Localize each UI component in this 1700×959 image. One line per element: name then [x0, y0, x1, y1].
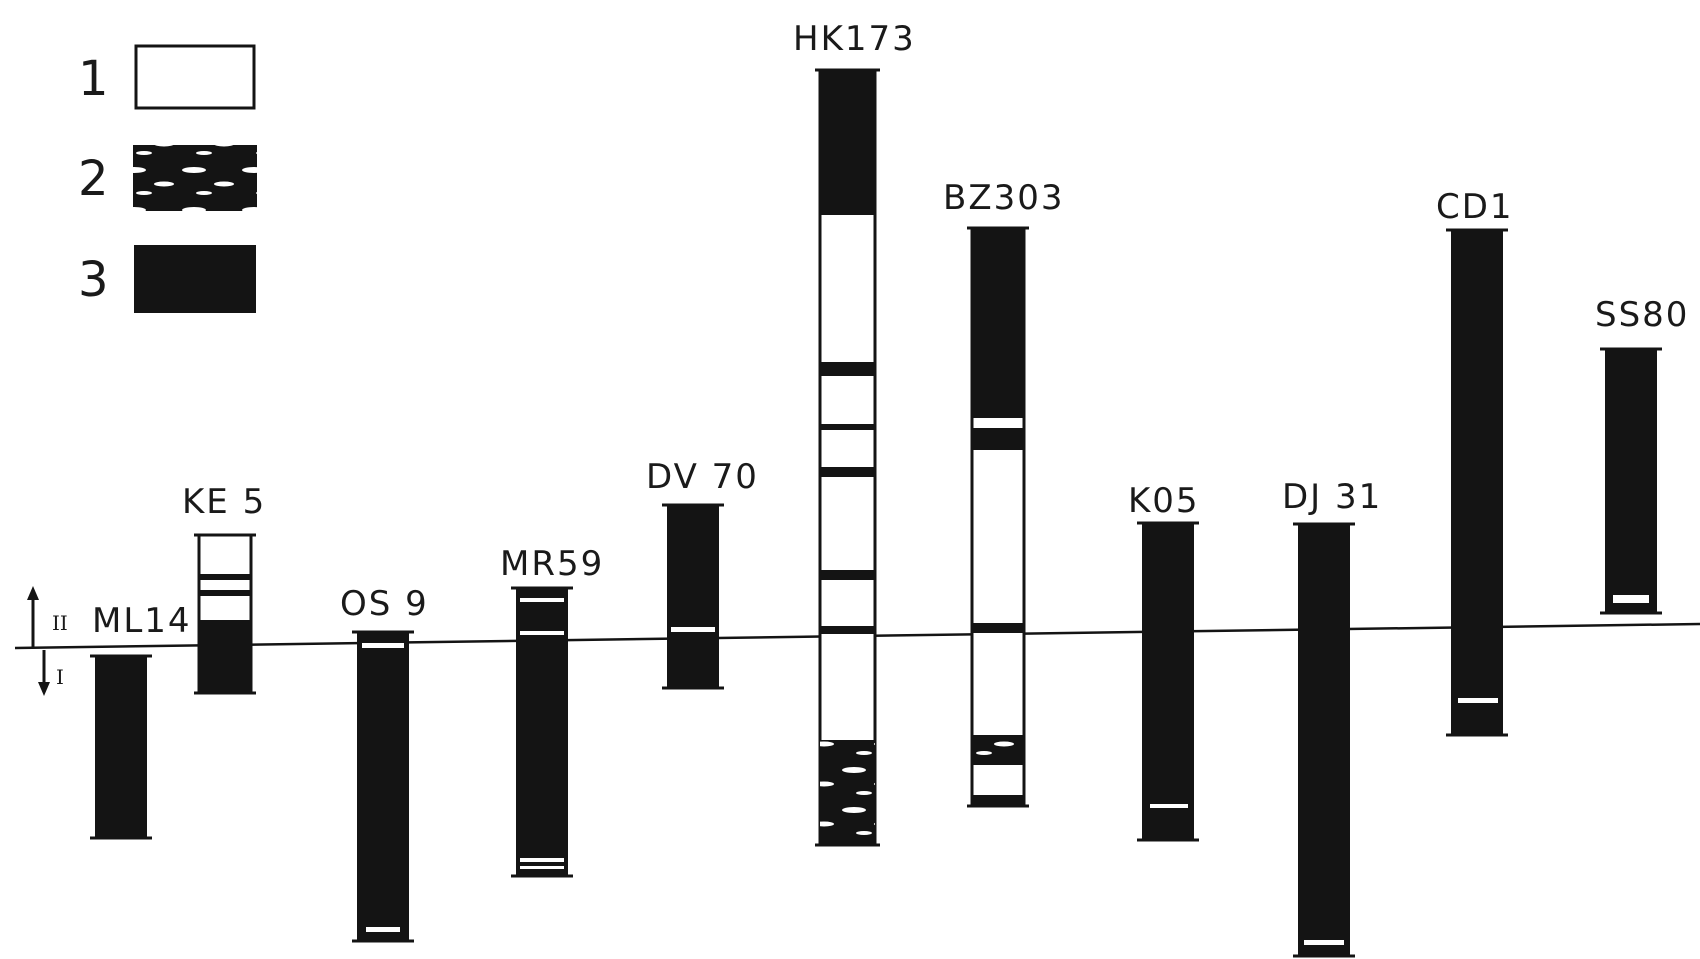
zone-label-lower: I	[56, 665, 64, 689]
core-band	[362, 643, 404, 648]
core-dj31: DJ 31	[1282, 477, 1382, 958]
legend-number: 3	[78, 252, 109, 308]
core-band	[366, 927, 400, 932]
core-bz303: BZ303	[943, 178, 1065, 808]
legend-swatch-black	[134, 245, 256, 313]
core-label: K05	[1128, 481, 1200, 521]
core-label: MR59	[500, 544, 604, 584]
legend: 1 2 3	[78, 44, 257, 313]
core-band	[820, 626, 875, 634]
core-dv70: DV 70	[646, 457, 759, 690]
core-hk173: HK173	[793, 19, 916, 847]
core-column	[1142, 523, 1194, 840]
core-layer-lenses	[820, 740, 875, 845]
core-ke5: KE 5	[182, 482, 266, 695]
core-label: OS 9	[340, 584, 429, 624]
core-mr59: MR59	[500, 544, 604, 878]
core-column	[1298, 524, 1350, 956]
down-arrow-icon	[38, 682, 50, 696]
core-label: BZ303	[943, 178, 1065, 218]
legend-item-1: 1	[78, 44, 256, 110]
core-band	[1304, 940, 1344, 945]
core-label: CD1	[1436, 187, 1514, 227]
legend-swatch-white	[134, 44, 256, 110]
legend-number: 1	[78, 51, 109, 107]
legend-swatch-lenses	[133, 145, 257, 211]
core-band	[820, 467, 875, 477]
core-os9: OS 9	[340, 584, 429, 943]
core-band	[820, 362, 875, 376]
core-label: HK173	[793, 19, 916, 59]
core-k05: K05	[1128, 481, 1200, 842]
core-band	[972, 428, 1024, 450]
core-band	[820, 424, 875, 430]
core-band	[199, 574, 251, 580]
core-label: DJ 31	[1282, 477, 1382, 517]
core-column	[1605, 349, 1657, 613]
core-layer-black	[199, 620, 251, 693]
core-ml14: ML14	[90, 601, 192, 840]
core-band	[199, 590, 251, 596]
core-band	[520, 866, 564, 869]
core-cd1: CD1	[1436, 187, 1514, 737]
legend-item-3: 3	[78, 245, 256, 313]
core-band	[1150, 804, 1188, 808]
core-band	[820, 570, 875, 580]
core-label: ML14	[92, 601, 192, 641]
core-band	[520, 598, 564, 602]
core-label: KE 5	[182, 482, 266, 522]
core-layer-lenses	[972, 735, 1024, 765]
core-column	[516, 588, 568, 876]
core-ss80: SS80	[1595, 295, 1689, 615]
legend-number: 2	[78, 151, 109, 207]
zone-label-upper: II	[52, 611, 68, 635]
core-layer-black	[820, 70, 875, 215]
core-band	[972, 623, 1024, 633]
core-column	[357, 632, 409, 941]
core-band	[1613, 595, 1649, 603]
core-layer-black	[972, 228, 1024, 418]
core-band	[972, 795, 1024, 806]
core-band	[1458, 698, 1498, 703]
core-label: DV 70	[646, 457, 759, 497]
core-column	[1451, 230, 1503, 735]
core-column	[667, 505, 719, 688]
core-column	[95, 655, 147, 838]
up-arrow-icon	[27, 586, 39, 600]
core-band	[520, 631, 564, 635]
zone-marker: II I	[27, 586, 68, 696]
legend-item-2: 2	[78, 145, 257, 211]
core-band	[520, 858, 564, 862]
core-band	[671, 627, 715, 632]
core-label: SS80	[1595, 295, 1689, 335]
